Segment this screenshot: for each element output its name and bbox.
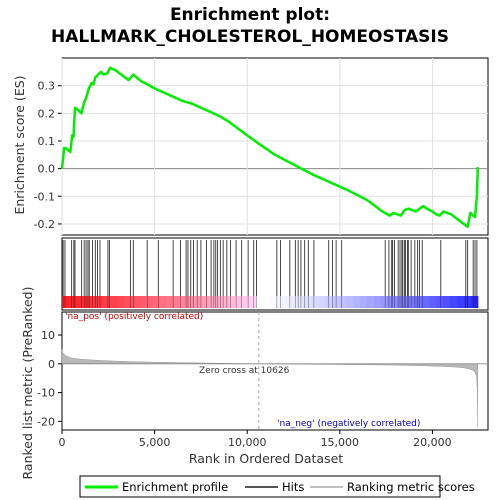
rank-heat-segment [131, 296, 139, 308]
enrichment-profile-line [60, 66, 480, 228]
x-tick-label: 5,000 [139, 436, 171, 449]
rank-heat-segment [68, 296, 77, 308]
legend-label-ranking: Ranking metric scores [347, 480, 475, 494]
chart-title-line1: Enrichment plot: [170, 5, 330, 25]
ranked-ytick-label: 10 [41, 329, 55, 342]
rank-heat-segment [408, 296, 417, 308]
rank-heat-segment [256, 296, 264, 308]
x-tick-label: 20,000 [413, 436, 452, 449]
hits-panel [61, 237, 489, 311]
rank-heat-segment [339, 296, 347, 308]
rank-heat-segment [82, 296, 91, 308]
es-ytick-label: 0.3 [38, 80, 56, 93]
rank-heat-segment [110, 296, 119, 308]
rank-heat-segment [457, 296, 465, 308]
rank-heat-segment [89, 296, 98, 308]
zero-cross-label: Zero cross at 10626 [199, 366, 290, 376]
rank-heat-segment [62, 296, 70, 308]
rank-heat-segment [103, 296, 112, 308]
legend: Enrichment profile Hits Ranking metric s… [79, 475, 475, 498]
rank-heat-segment [318, 296, 326, 308]
ranked-ytick-label: -20 [37, 415, 55, 428]
rank-heat-segment [249, 296, 257, 308]
rank-heat-segment [311, 296, 320, 308]
ranked-plot-area [61, 311, 489, 431]
rank-heat-segment [359, 296, 368, 308]
es-ylabel: Enrichment score (ES) [12, 75, 27, 214]
rank-heat-segment [117, 296, 125, 308]
ranking-metric-area [61, 349, 479, 428]
rank-heat-segment [269, 296, 278, 308]
es-ytick-label: 0.0 [38, 163, 56, 176]
rank-heat-segment [380, 296, 389, 308]
ranked-ylabel: Ranked list metric (PreRanked) [20, 287, 35, 480]
rank-heat-segment [353, 296, 361, 308]
rank-heat-segment [200, 296, 209, 308]
rank-heat-segment [221, 296, 229, 308]
es-ytick-label: 0.1 [38, 135, 56, 148]
rank-heat-segment [235, 296, 243, 308]
ranked-ytick-label: -10 [37, 387, 55, 400]
rank-heat-segment [179, 296, 188, 308]
rank-heat-segment [159, 296, 167, 308]
rank-heat-segment [124, 296, 132, 308]
ranked-ytick-label: 0 [48, 358, 55, 371]
rank-heat-segment [138, 296, 146, 308]
x-tick-label: 10,000 [228, 436, 267, 449]
es-panel: -0.2 -0.1 0.0 0.1 0.2 0.3 [34, 57, 489, 236]
rank-heat-segment [262, 296, 271, 308]
rank-heat-segment [450, 296, 458, 308]
rank-heat-segment [75, 296, 84, 308]
rank-heat-segment [214, 296, 222, 308]
rank-heat-segment [373, 296, 382, 308]
rank-heat-segment [346, 296, 354, 308]
rank-heat-segment [172, 296, 181, 308]
rank-heat-segment [436, 296, 444, 308]
rank-heat-segment [325, 296, 333, 308]
rank-heat-segment [228, 296, 236, 308]
rank-heat-segment [443, 296, 451, 308]
x-axis-label: Rank in Ordered Dataset [189, 451, 343, 466]
rank-heat-segment [96, 296, 105, 308]
rank-heat-segment [470, 296, 479, 308]
rank-heat-segment [145, 296, 153, 308]
neg-correlated-label: 'na_neg' (negatively correlated) [277, 419, 420, 429]
rank-heat-segment [290, 296, 299, 308]
es-plot-area [61, 57, 489, 236]
es-ytick-label: -0.1 [34, 190, 55, 203]
x-tick-label: 15,000 [321, 436, 360, 449]
rank-heat-segment [242, 296, 250, 308]
rank-heat-segment [283, 296, 292, 308]
es-ytick-label: -0.2 [34, 218, 55, 231]
legend-label-enrichment: Enrichment profile [122, 480, 228, 494]
rank-heat-segment [429, 296, 437, 308]
es-ytick-label: 0.2 [38, 107, 56, 120]
rank-heat-segment [152, 296, 160, 308]
rank-heat-segment [297, 296, 306, 308]
ranked-panel: -20 -10 0 10 0 5,000 10,000 15,000 20,000 [37, 311, 489, 449]
chart-title-line2: HALLMARK_CHOLESTEROL_HOMEOSTASIS [51, 27, 449, 47]
x-tick-label: 0 [59, 436, 66, 449]
rank-heat-segment [422, 296, 430, 308]
legend-label-hits: Hits [282, 480, 304, 494]
rank-heat-segment [165, 296, 174, 308]
pos-correlated-label: 'na_pos' (positively correlated) [65, 312, 203, 322]
rank-heat-segment [366, 296, 375, 308]
